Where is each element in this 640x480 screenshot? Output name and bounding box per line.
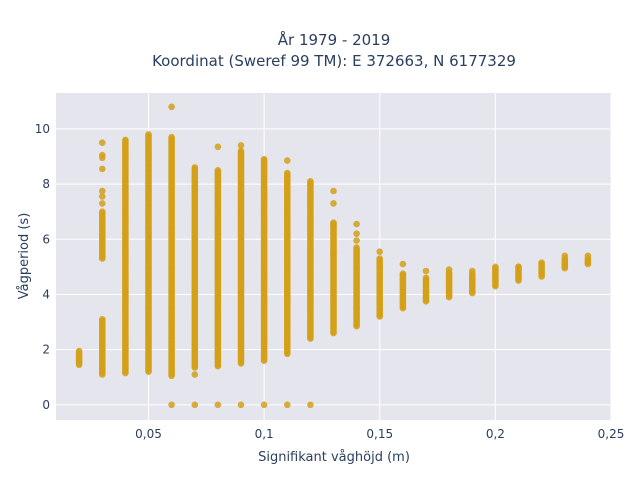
y-axis-title: Vågperiod (s) (17, 213, 32, 300)
x-tick-label: 0,2 (486, 427, 505, 441)
data-point (99, 154, 106, 162)
data-point (99, 139, 106, 146)
data-point (445, 266, 453, 273)
data-point (191, 164, 199, 171)
data-point (214, 143, 222, 151)
x-tick-label: 0,1 (255, 427, 274, 441)
data-point (284, 401, 291, 409)
data-point (99, 187, 106, 195)
data-point (122, 284, 129, 291)
data-point (376, 263, 384, 271)
data-point (284, 169, 291, 177)
points-layer (75, 103, 592, 409)
data-point (399, 260, 407, 268)
data-point (99, 200, 106, 207)
x-axis-title: Signifikant våghöjd (m) (258, 450, 410, 465)
data-point (422, 274, 430, 282)
data-point (99, 208, 106, 215)
data-point (214, 401, 222, 409)
x-tick-label: 0,05 (135, 427, 162, 441)
chart-title-line2: Koordinat (Sweref 99 TM): E 372663, N 61… (152, 52, 516, 70)
data-point (353, 244, 360, 251)
data-point (492, 263, 499, 271)
chart-title-line1: År 1979 - 2019 (278, 30, 391, 49)
data-point (168, 133, 175, 141)
data-point (538, 259, 545, 267)
data-point (191, 401, 199, 409)
data-point (237, 147, 245, 155)
x-tick-label: 0,15 (366, 427, 393, 441)
data-point (399, 270, 407, 278)
data-point (353, 237, 360, 244)
data-point (260, 401, 268, 409)
data-point (191, 371, 199, 378)
x-tick-label: 0,25 (598, 427, 625, 441)
data-point (353, 220, 360, 228)
data-point (99, 316, 106, 323)
data-point (376, 255, 384, 262)
data-point (376, 248, 384, 255)
data-point (307, 178, 314, 185)
data-point (237, 401, 245, 409)
data-point (353, 230, 360, 237)
data-point (260, 155, 268, 163)
data-point (515, 263, 522, 271)
tick-layer: 0,05 0,1 0,15 0,2 0,25 0 2 4 6 8 10 (35, 122, 625, 441)
data-point (284, 157, 291, 164)
y-tick-label: 4 (42, 287, 50, 301)
data-point (469, 267, 476, 275)
data-point (561, 252, 569, 260)
y-tick-label: 10 (35, 122, 50, 136)
data-point (145, 131, 152, 138)
data-point (330, 249, 337, 257)
data-point (99, 165, 106, 173)
data-point (168, 401, 175, 409)
data-point (330, 220, 337, 228)
data-point (422, 267, 430, 275)
data-point (214, 167, 222, 174)
data-point (307, 401, 314, 409)
data-point (122, 136, 129, 144)
data-point (584, 252, 592, 260)
data-point (330, 200, 337, 207)
data-point (99, 193, 106, 200)
y-tick-label: 2 (42, 343, 50, 357)
data-point (168, 103, 175, 111)
data-point (237, 142, 245, 149)
data-point (75, 347, 83, 355)
y-tick-label: 8 (42, 177, 50, 191)
data-point (330, 187, 337, 195)
y-tick-label: 6 (42, 232, 50, 246)
y-tick-label: 0 (42, 398, 50, 412)
